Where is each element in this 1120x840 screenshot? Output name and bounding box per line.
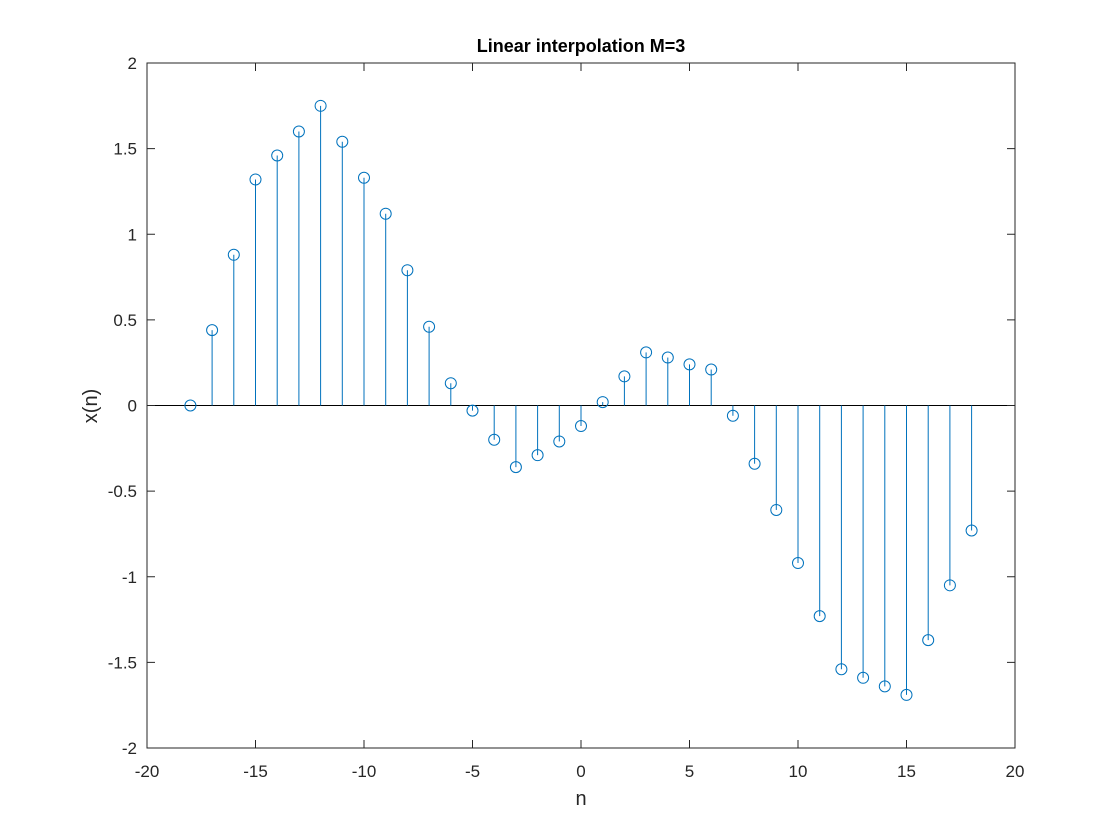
y-tick-label: 1: [128, 225, 137, 244]
y-tick-label: -0.5: [108, 482, 137, 501]
stem-marker: [358, 171, 370, 184]
stem-marker: [900, 688, 913, 701]
stem-marker: [401, 264, 414, 277]
x-axis-label: n: [575, 788, 586, 810]
stem-marker: [922, 634, 935, 647]
stem-marker: [748, 457, 761, 470]
stem-marker: [444, 377, 457, 390]
stems-group: [211, 105, 973, 695]
stem-marker: [379, 207, 392, 220]
stem-marker: [575, 420, 587, 433]
stem-marker: [423, 320, 436, 333]
x-tick-label: -5: [465, 762, 480, 781]
y-tick-label: -1.5: [108, 653, 137, 672]
stem-marker: [640, 346, 653, 359]
y-tick-label: 1.5: [113, 140, 137, 159]
stem-marker: [878, 680, 891, 693]
stem-marker: [466, 404, 479, 417]
x-tick-label: 10: [789, 762, 808, 781]
y-tick-label: -2: [122, 739, 137, 758]
stem-marker: [857, 671, 870, 684]
stem-marker: [726, 409, 739, 422]
tick-labels-group: -20 -15 -10 -5 0 5 10 15 20 -2 -1.5 -1 -0.5 0 0.5 1 1.5 2: [108, 54, 1025, 781]
stem-marker: [618, 370, 631, 383]
stem-marker: [271, 149, 284, 162]
x-tick-label: 5: [685, 762, 694, 781]
stem-marker: [661, 351, 674, 364]
x-tick-label: 0: [576, 762, 585, 781]
stem-marker: [705, 363, 718, 376]
stem-marker: [813, 610, 826, 623]
y-tick-label: 2: [128, 54, 137, 73]
stem-marker: [596, 396, 609, 409]
x-tick-label: -20: [135, 762, 160, 781]
x-tick-label: 20: [1006, 762, 1025, 781]
markers-group: [184, 99, 978, 701]
stem-marker: [184, 399, 197, 412]
stem-marker: [249, 173, 262, 186]
x-tick-label: -10: [352, 762, 377, 781]
stem-marker: [531, 449, 544, 462]
y-axis-label: x(n): [80, 389, 102, 423]
y-tick-label: 0: [128, 397, 137, 416]
stem-marker: [835, 663, 848, 676]
stem-marker: [227, 248, 240, 261]
chart-title: Linear interpolation M=3: [477, 36, 686, 56]
stem-marker: [488, 433, 501, 446]
y-tick-label: 0.5: [113, 311, 137, 330]
x-tick-label: -15: [243, 762, 268, 781]
stem-marker: [206, 324, 219, 337]
stem-marker: [553, 435, 566, 448]
stem-marker: [965, 524, 978, 537]
stem-marker: [292, 125, 305, 138]
stem-marker: [683, 358, 696, 371]
stem-marker: [770, 503, 783, 516]
y-tick-label: -1: [122, 568, 137, 587]
stem-marker: [943, 579, 956, 592]
stem-marker: [792, 557, 804, 570]
stem-marker: [336, 135, 349, 148]
x-tick-label: 15: [897, 762, 916, 781]
stem-marker: [314, 99, 327, 112]
stem-marker: [509, 461, 522, 474]
ticks-group: [146, 62, 1016, 749]
